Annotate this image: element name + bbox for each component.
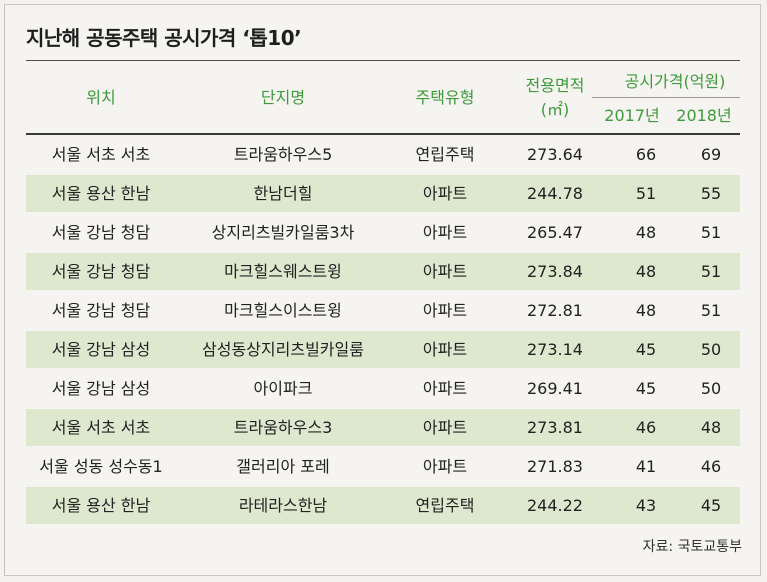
cell-area: 273.84 <box>527 262 583 281</box>
cell-area: 244.22 <box>527 496 583 515</box>
cell-location: 서울 성동 성수동1 <box>39 457 163 476</box>
cell-complex: 마크힐스웨스트윙 <box>224 262 342 281</box>
cell-2018: 69 <box>700 145 722 164</box>
table-row: 서울 강남 삼성 삼성동상지리츠빌카일룸 아파트 273.14 45 50 <box>26 331 740 368</box>
table-row: 서울 서초 서초 트라움하우스3 아파트 273.81 46 48 <box>26 409 740 446</box>
cell-2017: 48 <box>635 301 657 320</box>
cell-location: 서울 강남 청담 <box>51 301 151 320</box>
cell-2017: 45 <box>635 379 657 398</box>
title-divider <box>26 60 740 61</box>
header-divider <box>26 133 740 135</box>
table-row: 서울 용산 한남 라테라스한남 연립주택 244.22 43 45 <box>26 487 740 524</box>
header-location: 위치 <box>86 88 116 107</box>
table-row: 서울 서초 서초 트라움하우스5 연립주택 273.64 66 69 <box>26 136 740 173</box>
header-price: 공시가격(억원) <box>624 72 726 91</box>
cell-complex: 트라움하우스3 <box>233 418 333 437</box>
cell-2017: 48 <box>635 223 657 242</box>
cell-2017: 45 <box>635 340 657 359</box>
cell-type: 아파트 <box>422 223 468 242</box>
cell-area: 269.41 <box>527 379 583 398</box>
cell-2017: 51 <box>635 184 657 203</box>
cell-2017: 46 <box>635 418 657 437</box>
cell-2017: 43 <box>635 496 657 515</box>
cell-area: 273.14 <box>527 340 583 359</box>
cell-location: 서울 서초 서초 <box>51 418 151 437</box>
cell-type: 아파트 <box>422 457 468 476</box>
cell-complex: 마크힐스이스트윙 <box>224 301 342 320</box>
table-row: 서울 강남 청담 마크힐스웨스트윙 아파트 273.84 48 51 <box>26 253 740 290</box>
cell-location: 서울 서초 서초 <box>51 145 151 164</box>
cell-2017: 41 <box>635 457 657 476</box>
cell-area: 273.81 <box>527 418 583 437</box>
cell-2017: 48 <box>635 262 657 281</box>
header-2017: 2017년 <box>604 106 660 125</box>
cell-location: 서울 강남 청담 <box>51 223 151 242</box>
cell-complex: 삼성동상지리츠빌카일룸 <box>202 340 364 359</box>
table-row: 서울 용산 한남 한남더힐 아파트 244.78 51 55 <box>26 175 740 212</box>
cell-2018: 51 <box>700 262 722 281</box>
cell-area: 271.83 <box>527 457 583 476</box>
cell-type: 연립주택 <box>415 145 475 164</box>
cell-area: 273.64 <box>527 145 583 164</box>
cell-2018: 50 <box>700 340 722 359</box>
cell-area: 272.81 <box>527 301 583 320</box>
cell-2017: 66 <box>635 145 657 164</box>
page-title: 지난해 공동주택 공시가격 ‘톱10’ <box>26 26 302 50</box>
table-frame <box>4 4 761 576</box>
table-row: 서울 강남 청담 마크힐스이스트윙 아파트 272.81 48 51 <box>26 292 740 329</box>
cell-location: 서울 강남 삼성 <box>51 379 151 398</box>
cell-2018: 48 <box>700 418 722 437</box>
cell-type: 연립주택 <box>415 496 475 515</box>
cell-complex: 한남더힐 <box>253 184 313 203</box>
cell-2018: 50 <box>700 379 722 398</box>
cell-complex: 갤러리아 포레 <box>236 457 330 476</box>
cell-type: 아파트 <box>422 262 468 281</box>
cell-type: 아파트 <box>422 301 468 320</box>
cell-2018: 45 <box>700 496 722 515</box>
cell-2018: 51 <box>700 301 722 320</box>
cell-location: 서울 강남 청담 <box>51 262 151 281</box>
header-2018: 2018년 <box>676 106 732 125</box>
header-area-line1: 전용면적 <box>525 76 585 95</box>
cell-area: 244.78 <box>527 184 583 203</box>
table-row: 서울 강남 청담 상지리츠빌카일룸3차 아파트 265.47 48 51 <box>26 214 740 251</box>
header-complex: 단지명 <box>260 88 306 107</box>
table-row: 서울 강남 삼성 아이파크 아파트 269.41 45 50 <box>26 370 740 407</box>
cell-2018: 55 <box>700 184 722 203</box>
cell-complex: 라테라스한남 <box>238 496 328 515</box>
cell-location: 서울 강남 삼성 <box>51 340 151 359</box>
cell-type: 아파트 <box>422 340 468 359</box>
header-area-line2: (㎡) <box>540 100 570 119</box>
cell-type: 아파트 <box>422 184 468 203</box>
header-type: 주택유형 <box>415 88 475 107</box>
cell-2018: 46 <box>700 457 722 476</box>
cell-complex: 트라움하우스5 <box>233 145 333 164</box>
cell-area: 265.47 <box>527 223 583 242</box>
cell-complex: 아이파크 <box>253 379 313 398</box>
table-row: 서울 성동 성수동1 갤러리아 포레 아파트 271.83 41 46 <box>26 448 740 485</box>
cell-2018: 51 <box>700 223 722 242</box>
cell-type: 아파트 <box>422 379 468 398</box>
cell-location: 서울 용산 한남 <box>51 184 151 203</box>
cell-location: 서울 용산 한남 <box>51 496 151 515</box>
source-note: 자료: 국토교통부 <box>642 539 742 555</box>
cell-complex: 상지리츠빌카일룸3차 <box>211 223 355 242</box>
cell-type: 아파트 <box>422 418 468 437</box>
price-header-divider <box>592 97 740 98</box>
